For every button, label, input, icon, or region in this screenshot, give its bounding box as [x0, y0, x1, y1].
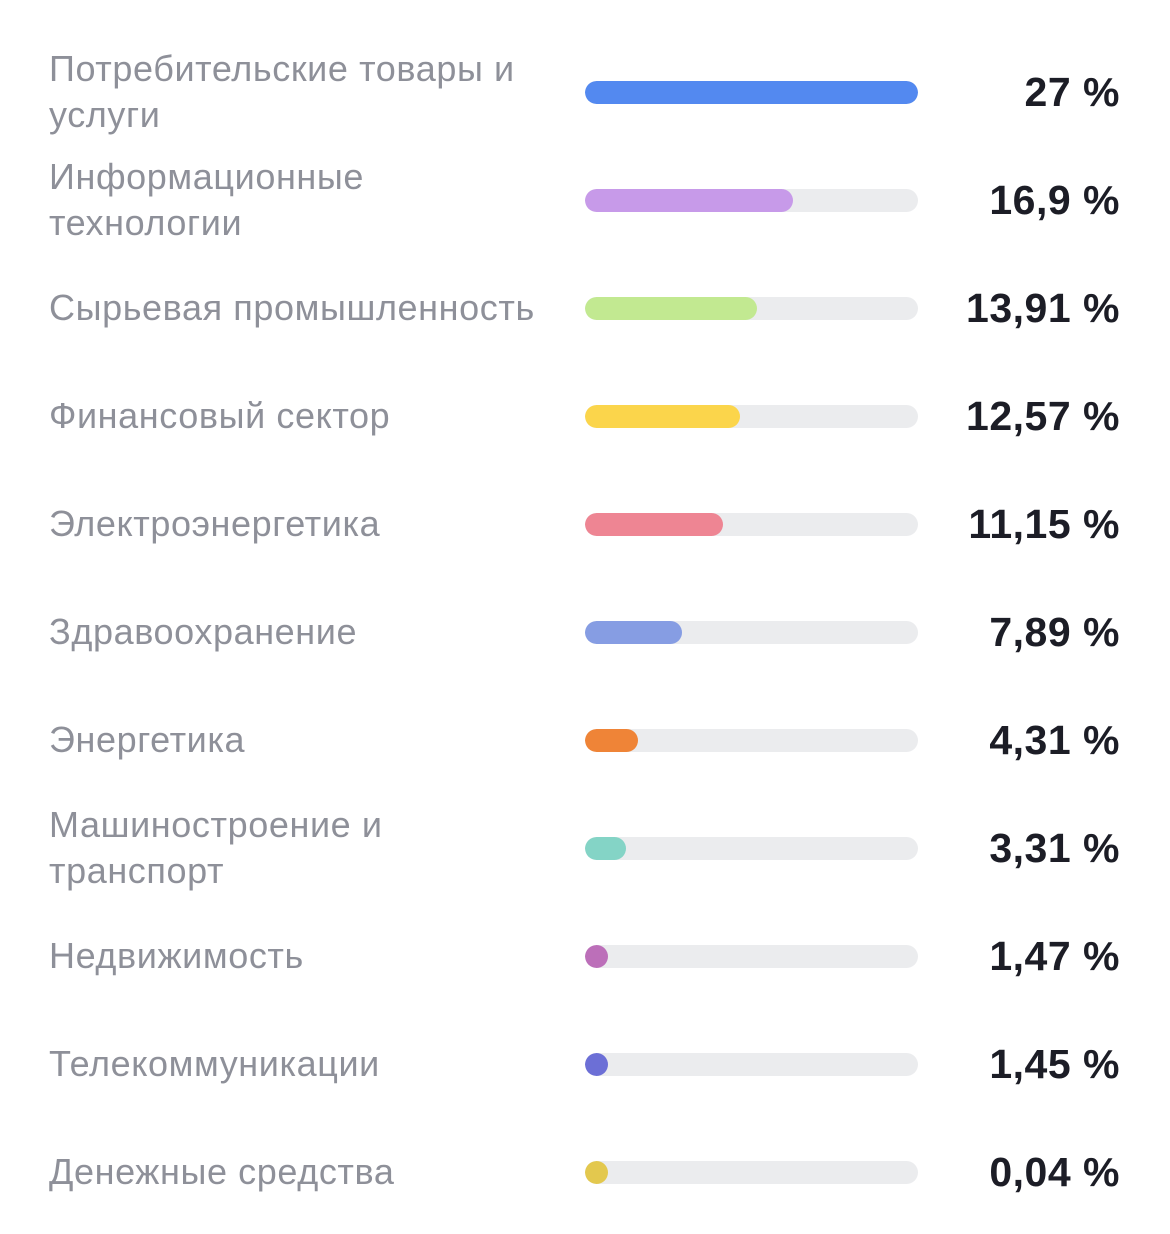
sector-percent: 27 %	[1024, 68, 1120, 115]
sector-bar-fill	[585, 297, 757, 320]
sector-label: Энергетика	[49, 719, 246, 760]
sector-bar-track	[585, 405, 918, 428]
sector-label: Потребительские товары и услуги	[49, 48, 515, 135]
sector-label: Сырьевая промышленность	[49, 287, 535, 328]
sector-label: Информационные технологии	[49, 156, 364, 243]
sector-bar-track	[585, 729, 918, 752]
sector-percent: 1,47 %	[989, 932, 1120, 979]
sector-bar-fill	[585, 81, 918, 104]
sector-row: Здравоохранение 7,89 %	[0, 578, 1170, 686]
sector-bar-fill	[585, 189, 794, 212]
sector-bar-track	[585, 297, 918, 320]
sector-bar-track	[585, 945, 918, 968]
sector-bar-fill	[585, 837, 626, 860]
sector-row: Сырьевая промышленность 13,91 %	[0, 254, 1170, 362]
sector-label: Недвижимость	[49, 935, 304, 976]
sector-percent: 12,57 %	[966, 392, 1120, 439]
sector-label: Здравоохранение	[49, 611, 358, 652]
sector-label: Телекоммуникации	[49, 1043, 380, 1084]
sector-row: Недвижимость 1,47 %	[0, 902, 1170, 1010]
sector-row: Телекоммуникации 1,45 %	[0, 1010, 1170, 1118]
sector-row: Информационные технологии 16,9 %	[0, 146, 1170, 254]
sector-row: Машиностроение и транспорт 3,31 %	[0, 794, 1170, 902]
sector-percent: 16,9 %	[989, 176, 1120, 223]
sector-label: Финансовый сектор	[49, 395, 391, 436]
sector-percent: 3,31 %	[989, 824, 1120, 871]
sector-percent: 11,15 %	[968, 500, 1120, 547]
sector-bar-track	[585, 81, 918, 104]
sector-bar-track	[585, 621, 918, 644]
sector-percent: 4,31 %	[989, 716, 1120, 763]
sector-bar-fill	[585, 1161, 608, 1184]
sector-bar-fill	[585, 945, 608, 968]
sector-percent: 0,04 %	[989, 1148, 1120, 1195]
sector-percent: 13,91 %	[966, 284, 1120, 331]
sector-bar-track	[585, 1161, 918, 1184]
sector-label: Электроэнергетика	[49, 503, 381, 544]
sector-bar-fill	[585, 729, 639, 752]
sector-percent: 7,89 %	[989, 608, 1120, 655]
sector-row: Потребительские товары и услуги 27 %	[0, 38, 1170, 146]
sector-row: Денежные средства 0,04 %	[0, 1118, 1170, 1226]
sector-allocation-list: Потребительские товары и услуги 27 % Инф…	[0, 38, 1170, 1226]
sector-label: Машиностроение и транспорт	[49, 804, 383, 891]
sector-percent: 1,45 %	[989, 1040, 1120, 1087]
sector-bar-track	[585, 189, 918, 212]
sector-bar-fill	[585, 1053, 608, 1076]
sector-row: Энергетика 4,31 %	[0, 686, 1170, 794]
sector-row: Электроэнергетика 11,15 %	[0, 470, 1170, 578]
sector-bar-track	[585, 1053, 918, 1076]
sector-bar-fill	[585, 513, 723, 536]
sector-bar-track	[585, 837, 918, 860]
sector-bar-fill	[585, 405, 741, 428]
sector-bar-fill	[585, 621, 683, 644]
sector-row: Финансовый сектор 12,57 %	[0, 362, 1170, 470]
sector-bar-track	[585, 513, 918, 536]
sector-label: Денежные средства	[49, 1151, 395, 1192]
